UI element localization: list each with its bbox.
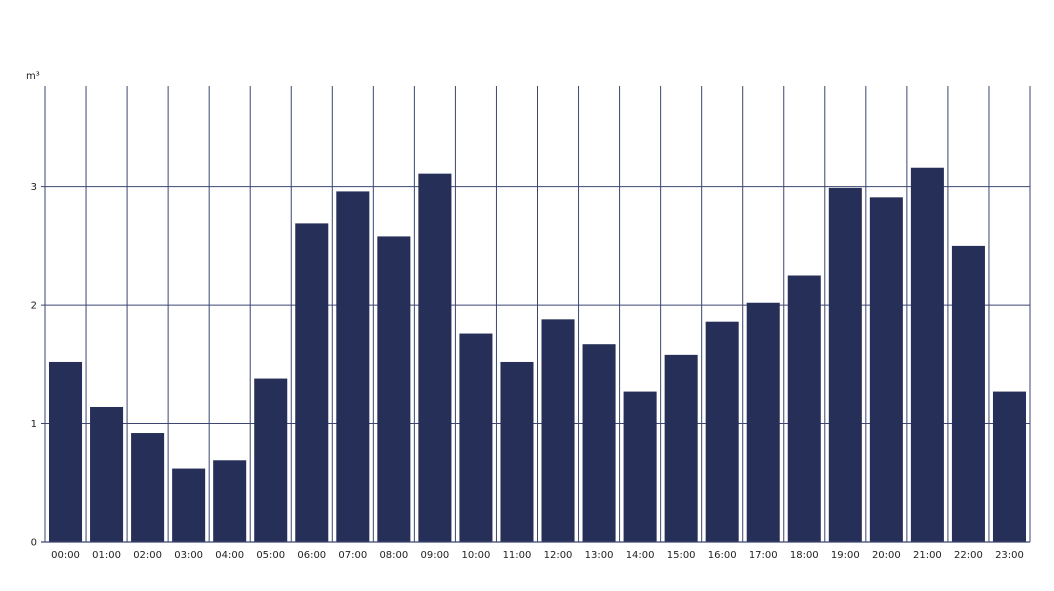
x-tick-label: 10:00	[462, 550, 491, 561]
x-tick-label: 15:00	[667, 550, 696, 561]
x-tick-label: 17:00	[749, 550, 778, 561]
x-tick-label: 06:00	[297, 550, 326, 561]
x-tick-label: 23:00	[995, 550, 1024, 561]
y-tick-label: 0	[31, 538, 37, 549]
y-axis-unit-label: m³	[26, 71, 40, 82]
bar-0000	[49, 361, 83, 542]
y-tick-label: 2	[31, 301, 37, 312]
bar-0800	[377, 236, 411, 542]
x-tick-label: 07:00	[338, 550, 367, 561]
x-tick-label: 02:00	[133, 550, 162, 561]
x-tick-label: 22:00	[954, 550, 983, 561]
bar-1300	[582, 344, 616, 542]
x-tick-label: 16:00	[708, 550, 737, 561]
bar-0600	[295, 223, 329, 542]
bar-1000	[459, 333, 493, 542]
bar-1100	[500, 361, 534, 542]
grid-layer	[41, 86, 1031, 542]
bars-layer	[49, 167, 1026, 542]
x-tick-label: 20:00	[872, 550, 901, 561]
bar-1800	[787, 275, 821, 542]
x-tick-label: 01:00	[92, 550, 121, 561]
x-tick-label: 12:00	[544, 550, 573, 561]
bar-1400	[623, 391, 657, 542]
x-tick-label: 21:00	[913, 550, 942, 561]
bar-0100	[90, 406, 124, 542]
x-tick-label: 04:00	[215, 550, 244, 561]
x-tick-label: 09:00	[420, 550, 449, 561]
x-tick-label: 18:00	[790, 550, 819, 561]
axis-layer: 0 1 2 3 00:00 01:00 02:00 03:00 04:00 05:00 06:00 0…	[31, 182, 1030, 561]
bar-1500	[664, 354, 698, 542]
bar-1700	[746, 302, 780, 542]
x-tick-label: 03:00	[174, 550, 203, 561]
bar-1200	[541, 319, 575, 542]
bar-1600	[705, 321, 739, 542]
x-tick-label: 05:00	[256, 550, 285, 561]
bar-0400	[213, 460, 247, 542]
y-tick-label: 1	[31, 419, 37, 430]
bar-2300	[992, 391, 1026, 542]
y-tick-label: 3	[31, 182, 37, 193]
bar-0500	[254, 378, 288, 542]
x-tick-label: 14:00	[626, 550, 655, 561]
x-tick-label: 11:00	[503, 550, 532, 561]
bar-0700	[336, 191, 370, 542]
bar-0900	[418, 173, 452, 542]
x-tick-label: 00:00	[51, 550, 80, 561]
bar-0300	[172, 468, 206, 542]
bar-2100	[910, 167, 944, 542]
bar-0200	[131, 433, 165, 542]
bar-2000	[869, 197, 903, 542]
x-tick-label: 19:00	[831, 550, 860, 561]
x-tick-label: 13:00	[585, 550, 614, 561]
bar-1900	[828, 187, 862, 542]
x-tick-label: 08:00	[379, 550, 408, 561]
bar-2200	[951, 245, 985, 542]
